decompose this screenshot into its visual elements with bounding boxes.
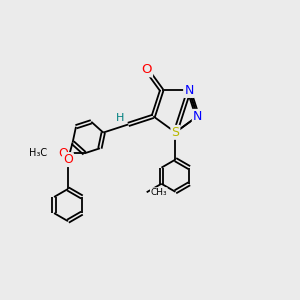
Text: N: N xyxy=(184,84,194,97)
Text: H: H xyxy=(116,112,124,123)
Text: O: O xyxy=(58,147,68,160)
Text: CH₃: CH₃ xyxy=(150,188,167,197)
Text: S: S xyxy=(171,126,179,139)
Text: H₃C: H₃C xyxy=(29,148,47,158)
Text: O: O xyxy=(63,153,73,166)
Text: N: N xyxy=(193,110,202,123)
Text: N: N xyxy=(184,84,194,97)
Text: O: O xyxy=(142,63,152,76)
